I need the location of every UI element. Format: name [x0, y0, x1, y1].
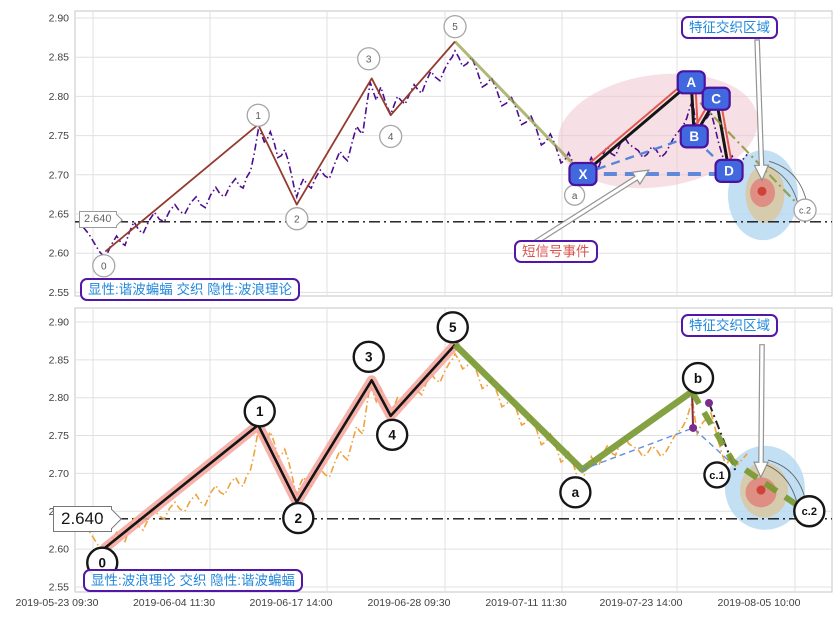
- wave-point-label-2: [282, 501, 315, 535]
- y-tick-label: 2.75: [49, 430, 70, 442]
- svg-text:D: D: [724, 164, 734, 179]
- wave-point-label-a: [559, 476, 592, 509]
- x-tick-label: 2019-06-28 09:30: [368, 597, 451, 609]
- panel-caption-bottom: 显性:波浪理论 交织 隐性:谐波蝙蝠: [83, 569, 304, 592]
- feature-zone-arrow: [753, 344, 769, 479]
- wave-point-label-5: [436, 311, 469, 344]
- wave-point-label-c.2: [793, 495, 826, 528]
- svg-text:a: a: [572, 485, 580, 500]
- harmonic-point-badge-C: [701, 86, 731, 111]
- harmonic-point-badge-A: [676, 70, 706, 95]
- pivot-dot: [689, 423, 698, 432]
- panel-top: 2.90 2.85 2.80 2.75 2.70 2.65 2.60 2.55 0 1 2 3 4 5 a c…: [49, 10, 833, 299]
- y-tick-label: 2.85: [49, 354, 70, 366]
- signal-event-arrow: [530, 169, 650, 247]
- whisker-curve: [768, 160, 807, 200]
- y-tick-label: 2.80: [49, 392, 70, 404]
- wave-point-label-c.1: [703, 461, 731, 489]
- svg-text:0: 0: [98, 556, 106, 571]
- explicit-wave-0-5: [104, 343, 456, 549]
- ref-price-label-top: 2.640: [79, 211, 117, 228]
- implicit-wave-0-5: [104, 40, 456, 253]
- xb-dashed: [582, 135, 692, 176]
- wave-point-label-3: [357, 47, 381, 71]
- svg-text:3: 3: [365, 350, 373, 365]
- wave-point-label-4: [379, 124, 403, 149]
- y-tick-label: 2.65: [49, 209, 70, 221]
- y-tick-label: 2.55: [49, 287, 70, 299]
- wave-point-label-3: [352, 340, 385, 374]
- wave-point-label-5: [443, 14, 467, 39]
- svg-text:C: C: [711, 92, 721, 107]
- svg-text:1: 1: [256, 404, 264, 419]
- svg-text:B: B: [689, 129, 699, 144]
- c-projection-dashed: [689, 390, 808, 514]
- svg-text:2: 2: [294, 214, 300, 225]
- ab-dashed-thin: [581, 427, 734, 471]
- wave-point-label-2: [285, 207, 309, 231]
- svg-text:A: A: [686, 75, 696, 90]
- x-tick-label: 2019-06-17 14:00: [250, 597, 333, 609]
- svg-text:0: 0: [101, 261, 107, 272]
- short-signal-event-label: 短信号事件: [514, 240, 598, 263]
- x-tick-label: 2019-08-05 10:00: [718, 597, 801, 609]
- pivot-dot: [704, 398, 713, 407]
- x-tick-label: 2019-07-11 11:30: [485, 597, 567, 609]
- harmonic-point-badge-B: [679, 124, 709, 149]
- feature-zone-arrow: [753, 39, 770, 182]
- wave-point-label-4: [375, 418, 409, 451]
- panel-bottom: 2.902.852.802.752.702.652.602.552019-05-…: [16, 307, 833, 609]
- y-tick-label: 2.70: [49, 468, 70, 480]
- harmonic-point-badge-D: [714, 158, 744, 183]
- svg-text:4: 4: [388, 428, 396, 443]
- x-tick-label: 2019-07-23 14:00: [600, 597, 683, 609]
- y-tick-label: 2.85: [49, 52, 70, 64]
- svg-text:c.2: c.2: [799, 205, 811, 215]
- y-tick-label: 2.55: [49, 581, 70, 593]
- link-5-to-X: [453, 40, 584, 176]
- panel-caption-top: 显性:谐波蝙蝠 交织 隐性:波浪理论: [80, 278, 301, 301]
- wave-point-label-b: [681, 361, 715, 395]
- wave-point-label-0: [92, 254, 116, 278]
- ref-price-label-bottom: 2.640: [53, 506, 112, 532]
- y-tick-label: 2.90: [49, 317, 70, 329]
- x-tick-label: 2019-05-23 09:30: [16, 597, 99, 609]
- target-dot: [757, 186, 767, 196]
- whisker-curve: [767, 459, 806, 499]
- svg-text:5: 5: [449, 320, 457, 335]
- x-tick-label: 2019-06-04 11:30: [133, 597, 215, 609]
- y-tick-label: 2.60: [49, 544, 70, 556]
- svg-text:3: 3: [366, 54, 372, 65]
- implicit-price-series: [82, 49, 748, 260]
- target-dot: [756, 485, 766, 495]
- svg-text:X: X: [578, 167, 587, 182]
- harmonic-point-badge-X: [568, 161, 598, 187]
- svg-text:1: 1: [255, 111, 261, 122]
- feature-zone-label-top: 特征交织区域: [681, 16, 778, 39]
- svg-text:b: b: [694, 371, 702, 386]
- svg-text:a: a: [572, 191, 578, 202]
- svg-text:c.2: c.2: [802, 506, 817, 518]
- wave-point-label-1: [246, 103, 270, 127]
- svg-text:2: 2: [295, 511, 303, 526]
- wave-point-label-c.2: [793, 198, 817, 222]
- y-tick-label: 2.80: [49, 91, 70, 103]
- wave-point-label-1: [243, 395, 276, 428]
- projection-dashdot: [699, 101, 802, 209]
- y-tick-label: 2.75: [49, 130, 70, 142]
- harmonic-leg: [581, 81, 693, 176]
- y-tick-label: 2.60: [49, 248, 70, 260]
- harmonic-accent: [579, 78, 690, 172]
- svg-text:4: 4: [388, 132, 394, 143]
- explicit-price-series: [82, 352, 748, 555]
- y-tick-label: 2.90: [49, 13, 70, 25]
- svg-text:c.1: c.1: [709, 470, 724, 482]
- y-tick-label: 2.70: [49, 169, 70, 181]
- svg-text:5: 5: [452, 22, 458, 33]
- feature-zone-label-bottom: 特征交织区域: [681, 314, 778, 337]
